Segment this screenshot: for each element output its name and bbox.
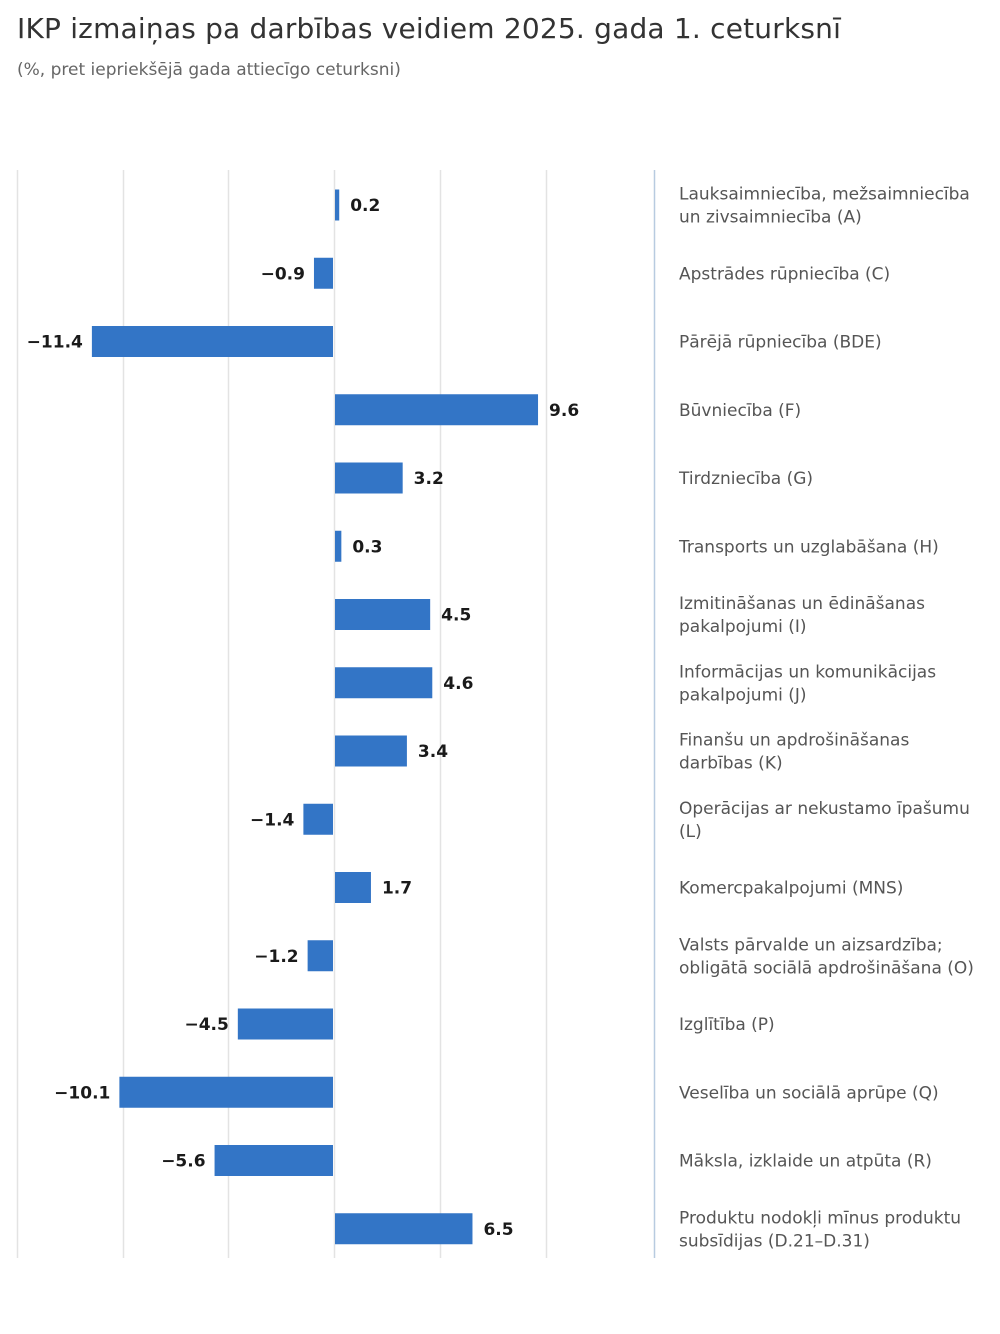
- category-label: Komercpakalpojumi (MNS): [679, 879, 903, 899]
- category-label: Būvniecība (F): [679, 401, 801, 421]
- bar: [335, 462, 403, 494]
- value-label: 3.2: [414, 469, 444, 489]
- value-label: 4.5: [441, 606, 471, 626]
- bar: [335, 735, 407, 767]
- value-label: −4.5: [184, 1015, 228, 1035]
- category-label: Izmitināšanas un ēdināšanas: [679, 594, 925, 614]
- value-label: 4.6: [443, 674, 473, 694]
- category-label: Transports un uzglabāšana (H): [678, 537, 939, 557]
- bar: [335, 667, 433, 699]
- category-label: Tirdzniecība (G): [678, 469, 813, 489]
- bar: [237, 1008, 333, 1040]
- bar: [335, 189, 340, 221]
- bar: [335, 599, 431, 630]
- bars: [91, 189, 539, 1245]
- bar: [335, 1213, 473, 1245]
- bar: [335, 530, 342, 562]
- bar: [119, 1076, 333, 1108]
- category-label: (L): [679, 822, 702, 842]
- chart-title: IKP izmaiņas pa darbības veidiem 2025. g…: [17, 12, 842, 45]
- category-label: Apstrādes rūpniecība (C): [679, 264, 890, 284]
- category-label: Izglītība (P): [679, 1015, 775, 1035]
- value-label: 3.4: [418, 742, 448, 762]
- bar: [307, 940, 333, 972]
- value-label: −1.2: [254, 947, 298, 967]
- category-label: Valsts pārvalde un aizsardzība;: [679, 935, 943, 955]
- value-labels: 0.2 −0.9 −11.4 9.6 3.2 0.3 4.5 4.6 3.4 −1.4 1.7 −1.…: [27, 196, 579, 1240]
- value-label: 1.7: [382, 879, 412, 899]
- category-label: subsīdijas (D.21–D.31): [679, 1231, 870, 1251]
- category-label: Lauksaimniecība, mežsaimniecība: [679, 185, 970, 205]
- category-label: Produktu nodokļi mīnus produktu: [679, 1208, 961, 1228]
- chart-subtitle: (%, pret iepriekšējā gada attiecīgo cetu…: [17, 60, 401, 80]
- bar: [214, 1145, 333, 1176]
- category-label: Informācijas un komunikācijas: [679, 662, 936, 682]
- category-label: un zivsaimniecība (A): [679, 208, 862, 228]
- grid-lines: [16, 170, 548, 1258]
- bar: [303, 803, 333, 835]
- bar: [91, 326, 333, 357]
- category-label: Veselība un sociālā aprūpe (Q): [679, 1083, 939, 1103]
- bar: [335, 872, 371, 903]
- value-label: 6.5: [483, 1220, 513, 1240]
- category-label: Operācijas ar nekustamo īpašumu: [679, 799, 970, 819]
- value-label: −5.6: [161, 1152, 205, 1172]
- value-label: −1.4: [250, 810, 295, 830]
- category-label: Pārējā rūpniecība (BDE): [679, 333, 882, 353]
- value-label: −0.9: [261, 264, 305, 284]
- value-label: 0.3: [352, 537, 382, 557]
- value-label: −11.4: [27, 333, 83, 353]
- bar: [313, 257, 333, 289]
- value-label: 0.2: [350, 196, 380, 216]
- category-label: Finanšu un apdrošināšanas: [679, 731, 909, 751]
- category-label: pakalpojumi (I): [679, 617, 807, 637]
- category-label: obligātā sociālā apdrošināšana (O): [679, 958, 974, 978]
- bar: [335, 394, 539, 426]
- value-label: 9.6: [549, 401, 579, 421]
- value-label: −10.1: [54, 1083, 110, 1103]
- category-label: Māksla, izklaide un atpūta (R): [679, 1152, 932, 1172]
- category-label: pakalpojumi (J): [679, 685, 807, 705]
- category-label: darbības (K): [679, 754, 783, 774]
- category-labels: Lauksaimniecība, mežsaimniecība un zivsai…: [678, 185, 974, 1252]
